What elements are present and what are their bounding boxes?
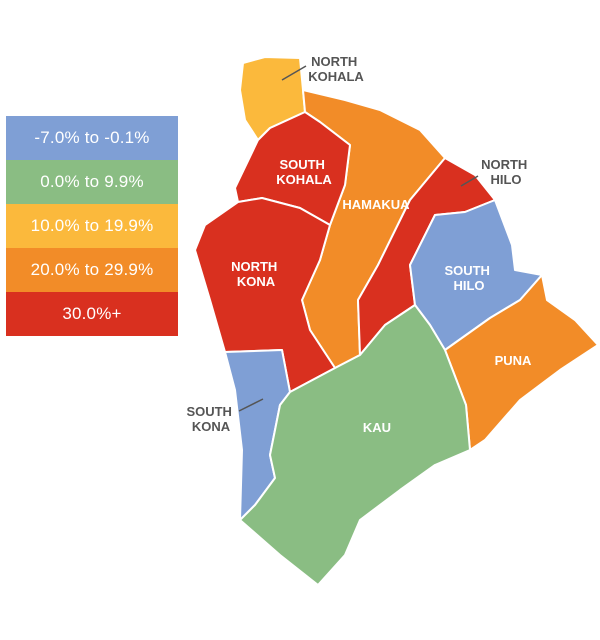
region-kau [239, 304, 471, 586]
label-south-kohala: SOUTH KOHALA [276, 157, 332, 187]
region-south-kohala [234, 111, 351, 226]
legend: -7.0% to -0.1% 0.0% to 9.9% 10.0% to 19.… [6, 116, 178, 336]
label-south-hilo: SOUTH HILO [444, 263, 493, 293]
leader-north-hilo [460, 175, 479, 187]
label-north-kohala: NORTH KOHALA [308, 54, 364, 84]
region-puna [444, 274, 599, 451]
legend-item-0-10: 0.0% to 9.9% [6, 160, 178, 204]
label-north-kona: NORTH KONA [231, 259, 281, 289]
leader-south-kona [238, 398, 264, 412]
legend-item-20-30: 20.0% to 29.9% [6, 248, 178, 292]
label-north-hilo: NORTH HILO [481, 157, 531, 187]
label-hamakua: HAMAKUA [342, 197, 410, 212]
legend-item-30-plus: 30.0%+ [6, 292, 178, 336]
legend-item-negative: -7.0% to -0.1% [6, 116, 178, 160]
legend-item-10-20: 10.0% to 19.9% [6, 204, 178, 248]
label-kau: KAU [363, 420, 391, 435]
label-south-kona: SOUTH KONA [186, 404, 235, 434]
label-puna: PUNA [495, 353, 532, 368]
leader-north-kohala [281, 65, 307, 81]
